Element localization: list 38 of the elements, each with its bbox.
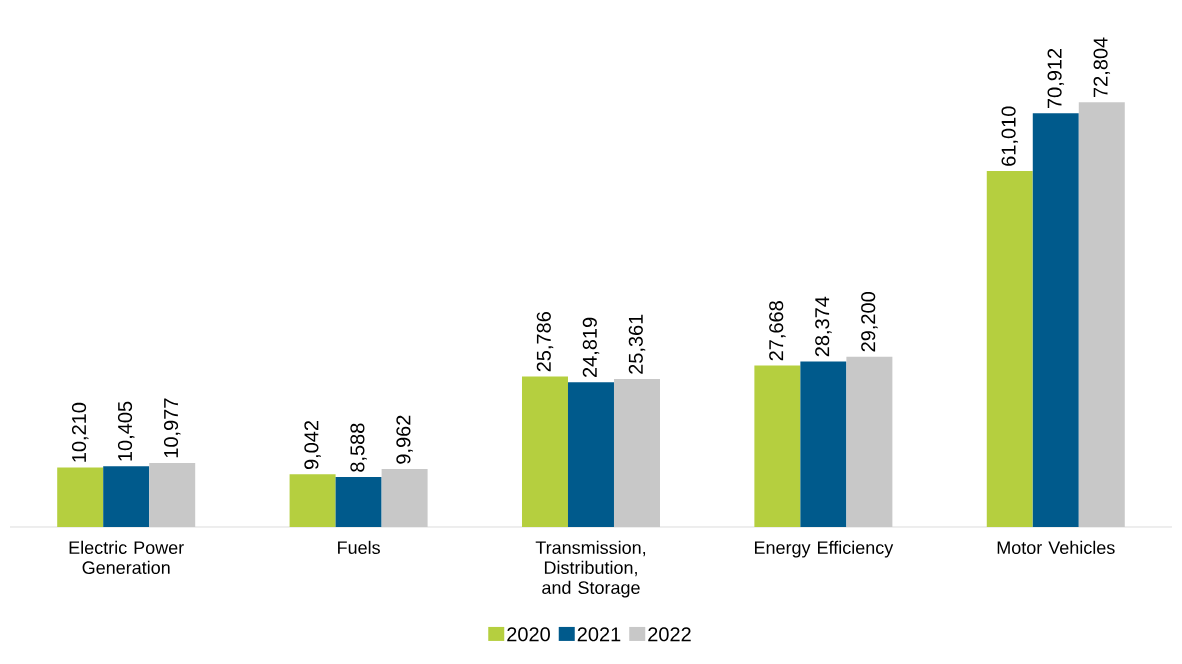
bar xyxy=(1078,102,1125,527)
data-label: 25,361 xyxy=(628,314,646,374)
data-label: 10,977 xyxy=(163,398,181,458)
legend-label: 2022 xyxy=(648,627,691,642)
bar xyxy=(381,468,428,527)
data-label: 10,405 xyxy=(117,401,135,461)
bar xyxy=(57,467,104,527)
data-label: 72,804 xyxy=(1093,37,1111,97)
bar xyxy=(1032,113,1079,527)
legend-label: 2020 xyxy=(507,627,550,642)
data-label: 9,042 xyxy=(304,421,321,470)
bar xyxy=(754,365,801,527)
x-tick-label: Electric Power Generation xyxy=(69,540,184,575)
bar xyxy=(521,376,568,527)
data-label: 29,200 xyxy=(861,292,878,352)
data-label: 24,819 xyxy=(582,317,600,377)
x-tick-label: Energy Efficiency xyxy=(754,540,894,558)
data-label: 61,010 xyxy=(1001,106,1019,166)
bar xyxy=(289,474,336,527)
bar xyxy=(335,476,382,527)
bar xyxy=(149,462,196,527)
bar xyxy=(846,356,893,527)
bar xyxy=(986,171,1033,527)
bar xyxy=(800,361,847,527)
x-tick-label: Motor Vehicles xyxy=(997,540,1115,555)
data-label: 70,912 xyxy=(1047,48,1065,109)
bar xyxy=(567,382,614,527)
legend-label: 2021 xyxy=(577,627,621,642)
data-label: 9,962 xyxy=(396,415,413,464)
data-label: 10,210 xyxy=(71,402,89,462)
data-label: 28,374 xyxy=(815,296,832,357)
data-label: 25,786 xyxy=(536,312,554,372)
data-label: 8,588 xyxy=(350,423,367,472)
data-label: 27,668 xyxy=(769,301,786,361)
bar xyxy=(613,379,660,527)
x-tick-label: Transmission, Distribution, and Storage xyxy=(535,540,646,598)
bar xyxy=(103,466,150,527)
x-tick-label: Fuels xyxy=(338,540,380,555)
